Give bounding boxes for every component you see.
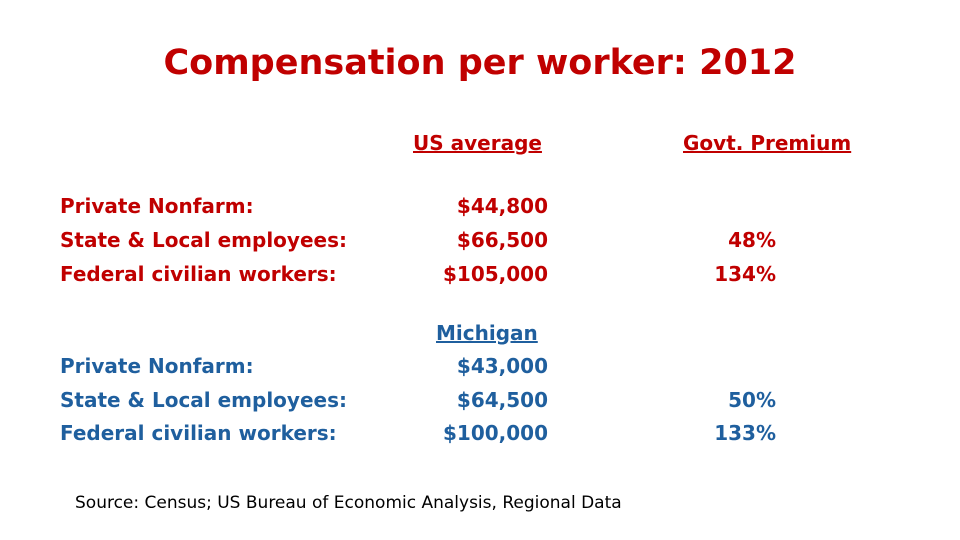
mi-row-state-local: State & Local employees: $64,500 50%	[0, 388, 960, 418]
row-value: $100,000	[442, 421, 548, 445]
govt-premium-heading: Govt. Premium	[683, 131, 852, 155]
row-label: State & Local employees:	[60, 388, 347, 412]
us-row-federal: Federal civilian workers: $105,000 134%	[0, 262, 960, 292]
row-premium: 50%	[728, 388, 776, 412]
row-value: $44,800	[456, 194, 548, 218]
mi-row-federal: Federal civilian workers: $100,000 133%	[0, 421, 960, 451]
slide-title: Compensation per worker: 2012	[163, 43, 797, 83]
us-average-heading: US average	[413, 131, 542, 155]
row-label: Private Nonfarm:	[60, 354, 254, 378]
row-label: State & Local employees:	[60, 228, 347, 252]
row-value: $43,000	[456, 354, 548, 378]
source-note: Source: Census; US Bureau of Economic An…	[75, 493, 622, 513]
row-premium: 133%	[714, 421, 776, 445]
row-value: $64,500	[456, 388, 548, 412]
row-value: $66,500	[456, 228, 548, 252]
row-value: $105,000	[442, 262, 548, 286]
michigan-heading: Michigan	[436, 321, 538, 345]
us-row-private: Private Nonfarm: $44,800	[0, 194, 960, 224]
mi-row-private: Private Nonfarm: $43,000	[0, 354, 960, 384]
row-premium: 134%	[714, 262, 776, 286]
us-row-state-local: State & Local employees: $66,500 48%	[0, 228, 960, 258]
row-label: Federal civilian workers:	[60, 421, 337, 445]
row-label: Federal civilian workers:	[60, 262, 337, 286]
row-label: Private Nonfarm:	[60, 194, 254, 218]
row-premium: 48%	[728, 228, 776, 252]
